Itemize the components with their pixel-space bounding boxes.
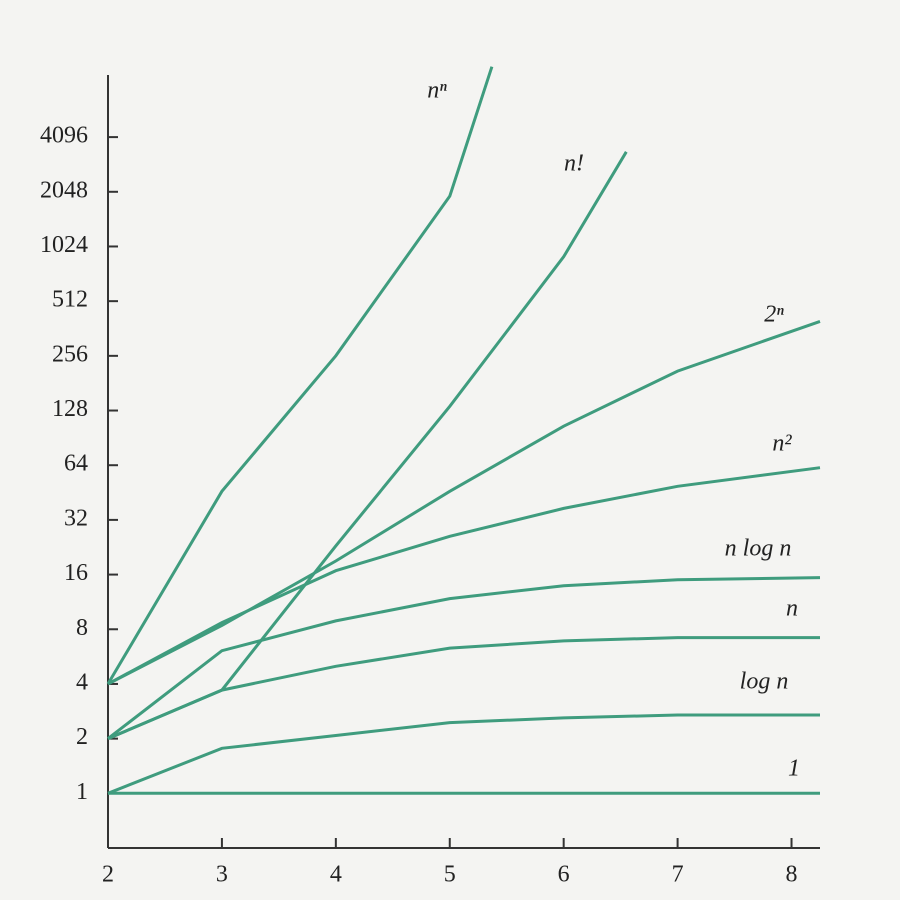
y-tick-label: 4096 <box>40 123 88 149</box>
y-tick-label: 16 <box>64 560 88 586</box>
series-label: nⁿ <box>427 78 447 104</box>
y-tick-label: 512 <box>52 287 88 313</box>
x-tick-label: 7 <box>672 862 684 888</box>
series-label: n! <box>564 151 584 177</box>
series-label: n <box>786 596 798 622</box>
y-tick-label: 2048 <box>40 177 88 203</box>
x-tick-label: 6 <box>558 862 570 888</box>
series-label: 2ⁿ <box>764 302 784 328</box>
series-line <box>107 576 821 740</box>
series-line <box>107 713 820 795</box>
series-line <box>107 466 821 686</box>
series-label: n² <box>772 431 792 457</box>
x-tick-label: 4 <box>330 862 342 888</box>
x-tick-label: 3 <box>216 862 228 888</box>
series-line <box>107 319 821 686</box>
y-tick-label: 32 <box>64 505 88 531</box>
y-tick-label: 2 <box>76 724 88 750</box>
series-line <box>107 636 820 740</box>
x-tick-label: 5 <box>444 862 456 888</box>
x-tick-label: 2 <box>102 862 114 888</box>
x-tick-label: 8 <box>786 862 798 888</box>
y-tick-label: 256 <box>52 341 88 367</box>
y-tick-label: 1 <box>76 779 88 805</box>
y-tick-label: 64 <box>64 451 88 477</box>
y-tick-label: 8 <box>76 615 88 641</box>
series-line <box>106 66 494 685</box>
y-tick-label: 128 <box>52 396 88 422</box>
y-tick-label: 1024 <box>40 232 88 258</box>
series-label: 1 <box>788 756 800 782</box>
series-label: log n <box>740 669 789 695</box>
y-tick-label: 4 <box>76 669 88 695</box>
series-label: n log n <box>725 536 792 562</box>
